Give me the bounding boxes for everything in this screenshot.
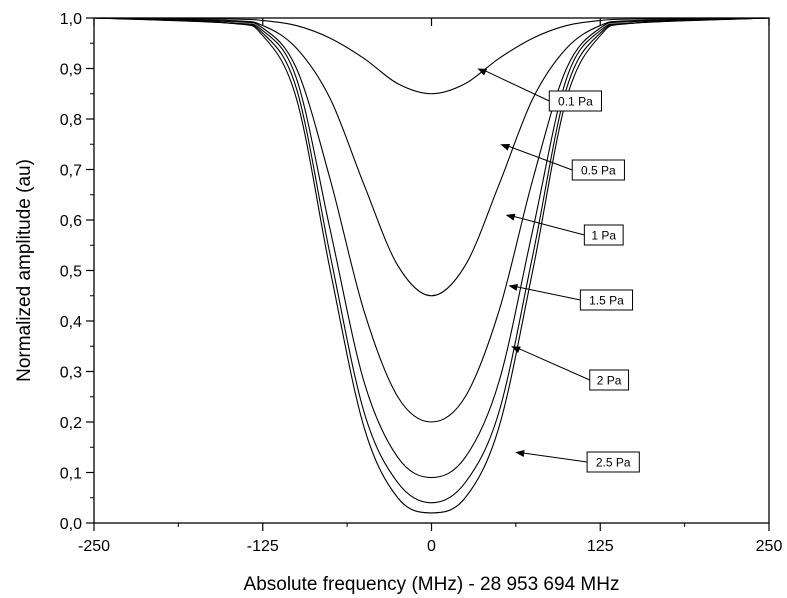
callout-arrowhead: [515, 450, 525, 457]
x-tick-label: -125: [247, 538, 279, 555]
series-line: [93, 17, 770, 95]
callout-box: [583, 224, 624, 246]
series-line: [93, 17, 770, 514]
callout-arrowhead: [505, 213, 516, 221]
series-curves: [93, 17, 770, 514]
callout-box: [548, 90, 602, 112]
callout-leader: [484, 69, 550, 102]
x-axis-ticks: -250 -125 0 125 250: [78, 18, 782, 555]
y-tick-label: 0,8: [60, 112, 82, 129]
callout-arrowhead: [477, 68, 488, 76]
callout-box: [571, 159, 625, 181]
series-label: 2 Pa: [597, 374, 622, 388]
series-callouts: 0.1 Pa 0.5 Pa 1 Pa 1.5 Pa 2 Pa 2.5 Pa: [477, 68, 640, 473]
series-label: 1 Pa: [591, 229, 616, 243]
callout-leader: [517, 347, 590, 381]
callout-box: [579, 289, 634, 311]
series-line: [93, 17, 770, 423]
callout-box: [589, 369, 630, 391]
callout-leader: [507, 145, 573, 171]
series-label: 0.5 Pa: [581, 164, 616, 178]
x-tick-label: 250: [756, 538, 783, 555]
x-tick-label: 125: [587, 538, 614, 555]
y-axis-title: Normalized amplitude (au): [14, 159, 35, 382]
y-tick-label: 0,7: [60, 163, 82, 180]
y-axis-ticks: 0,0 0,1 0,2 0,3 0,4 0,5 0,6 0,7 0,8 0,9 1,0: [60, 11, 94, 533]
x-axis-title: Absolute frequency (MHz) - 28 953 694 MH…: [244, 574, 620, 595]
series-label: 1.5 Pa: [589, 294, 624, 308]
callout-box: [586, 451, 640, 473]
series-label: 2.5 Pa: [596, 456, 631, 470]
y-tick-label: 0,3: [60, 365, 82, 382]
y-tick-label: 0,1: [60, 466, 82, 483]
x-tick-label: -250: [78, 538, 110, 555]
series-line: [93, 17, 770, 504]
series-line: [93, 17, 770, 479]
callout-leader: [512, 215, 585, 236]
y-tick-label: 0,4: [60, 314, 82, 331]
series-line: [93, 17, 770, 297]
y-tick-label: 0,5: [60, 264, 82, 281]
x-tick-label: 0: [427, 538, 436, 555]
y-tick-label: 0,6: [60, 213, 82, 230]
y-tick-label: 0,9: [60, 62, 82, 79]
series-label: 0.1 Pa: [558, 95, 593, 109]
callout-arrowhead: [500, 143, 511, 151]
callout-arrowhead: [508, 283, 518, 291]
y-tick-label: 0,2: [60, 415, 82, 432]
callout-leader: [515, 286, 581, 301]
callout-leader: [522, 452, 588, 463]
callout-arrowhead: [511, 346, 521, 354]
y-tick-label: 1,0: [60, 11, 82, 28]
y-tick-label: 0,0: [60, 516, 82, 533]
